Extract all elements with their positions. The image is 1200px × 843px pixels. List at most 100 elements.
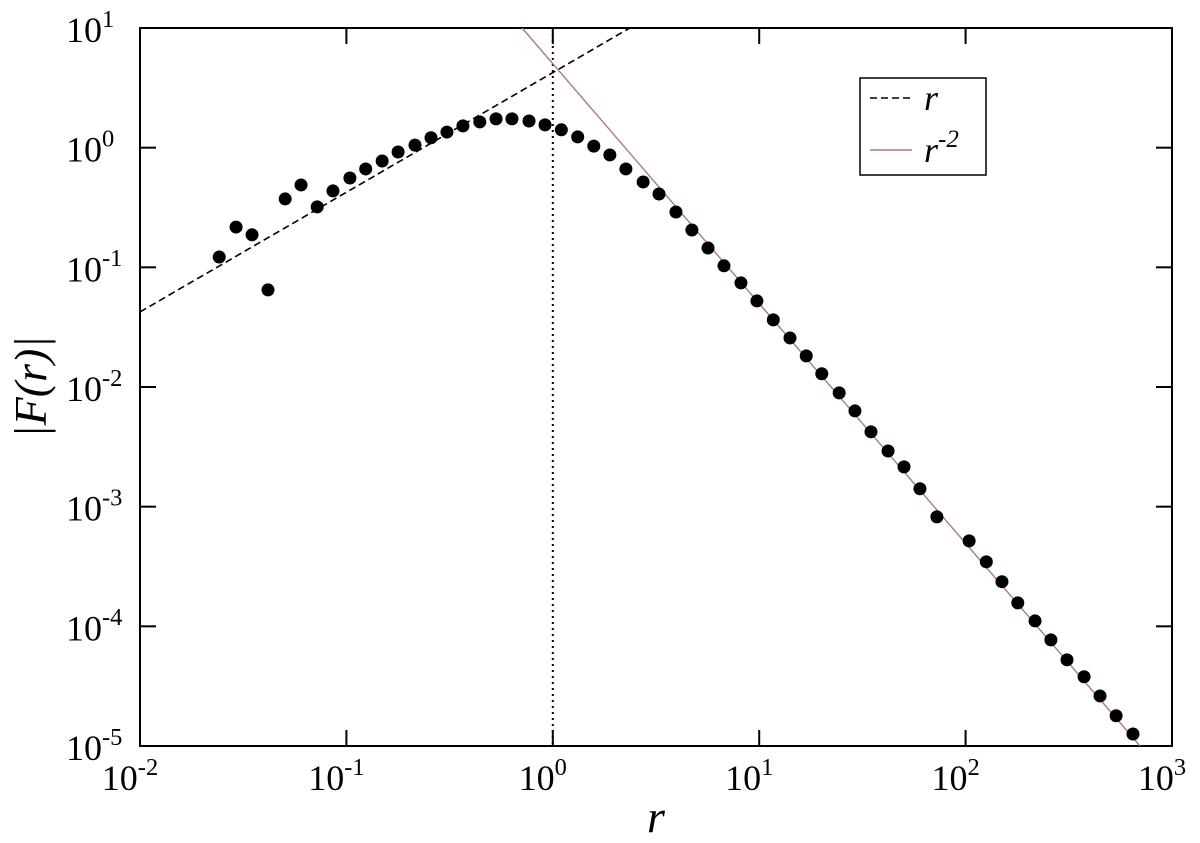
data-point bbox=[897, 460, 911, 474]
legend-label-base: r bbox=[924, 130, 939, 170]
legend-box bbox=[859, 77, 987, 176]
data-point bbox=[734, 276, 748, 290]
data-point bbox=[310, 200, 324, 214]
data-point bbox=[440, 125, 454, 139]
y-tick-label-base: 10 bbox=[66, 608, 102, 648]
data-point bbox=[261, 283, 275, 297]
legend-label: r bbox=[924, 78, 939, 118]
y-tick-label: 100 bbox=[66, 126, 114, 170]
x-tick-label-exponent: -1 bbox=[344, 754, 364, 781]
y-tick-label-exponent: -1 bbox=[102, 245, 122, 272]
data-point bbox=[212, 250, 226, 264]
data-point bbox=[913, 482, 927, 496]
y-tick-label: 10-3 bbox=[66, 485, 122, 529]
y-tick-label-base: 10 bbox=[66, 489, 102, 529]
x-tick-label: 101 bbox=[725, 754, 773, 798]
data-point bbox=[587, 139, 601, 153]
y-axis-title: |F(r)| bbox=[5, 336, 56, 438]
y-tick-label-base: 10 bbox=[66, 249, 102, 289]
reference-line bbox=[140, 28, 631, 313]
x-tick-label: 10-2 bbox=[102, 754, 158, 798]
x-tick-label-exponent: 2 bbox=[967, 754, 979, 781]
data-point bbox=[995, 575, 1009, 589]
x-tick-label-base: 10 bbox=[931, 758, 967, 798]
data-point bbox=[505, 112, 519, 126]
x-tick-label-base: 10 bbox=[1138, 758, 1174, 798]
y-tick-label-exponent: -5 bbox=[102, 724, 122, 751]
y-tick-label-base: 10 bbox=[66, 369, 102, 409]
data-point bbox=[571, 130, 585, 144]
data-point bbox=[538, 118, 552, 132]
x-tick-label-exponent: 0 bbox=[555, 754, 567, 781]
legend: rr-2 bbox=[859, 77, 987, 176]
data-point bbox=[864, 425, 878, 439]
data-point bbox=[1077, 670, 1091, 684]
y-tick-label-exponent: 1 bbox=[102, 6, 114, 33]
data-point bbox=[1028, 614, 1042, 628]
data-point bbox=[456, 119, 470, 133]
data-point bbox=[391, 145, 405, 159]
data-point bbox=[1011, 596, 1025, 610]
x-tick-label-exponent: -2 bbox=[138, 754, 158, 781]
y-tick-label-exponent: -3 bbox=[102, 485, 122, 512]
data-point bbox=[669, 205, 683, 219]
legend-label: r-2 bbox=[924, 126, 959, 170]
x-tick-label: 100 bbox=[519, 754, 567, 798]
data-point bbox=[1060, 653, 1074, 667]
data-point bbox=[881, 444, 895, 458]
plot-area bbox=[140, 28, 1141, 746]
data-point bbox=[832, 386, 846, 400]
y-tick-label-base: 10 bbox=[66, 728, 102, 768]
x-tick-label: 102 bbox=[931, 754, 979, 798]
data-point bbox=[375, 154, 389, 168]
y-tick-label: 10-1 bbox=[66, 245, 122, 289]
legend-label-exponent: -2 bbox=[938, 126, 959, 153]
data-point bbox=[1093, 689, 1107, 703]
plot-frame bbox=[139, 27, 1173, 747]
data-point bbox=[717, 259, 731, 273]
data-point bbox=[636, 175, 650, 189]
data-point bbox=[522, 114, 536, 128]
legend-label-base: r bbox=[924, 78, 939, 118]
x-tick-label: 103 bbox=[1138, 754, 1186, 798]
data-point bbox=[424, 131, 438, 145]
y-tick-label-base: 10 bbox=[66, 130, 102, 170]
data-point bbox=[815, 367, 829, 381]
x-tick-label-exponent: 1 bbox=[761, 754, 773, 781]
data-point bbox=[750, 294, 764, 308]
y-tick-label: 101 bbox=[66, 6, 114, 50]
data-point bbox=[619, 162, 633, 176]
data-point bbox=[979, 555, 993, 569]
data-point bbox=[701, 241, 715, 255]
data-point bbox=[343, 171, 357, 185]
data-point bbox=[489, 112, 503, 126]
data-point bbox=[1126, 727, 1140, 741]
data-point bbox=[783, 331, 797, 345]
y-tick-label-exponent: -2 bbox=[102, 365, 122, 392]
data-point bbox=[962, 534, 976, 548]
data-point bbox=[930, 510, 944, 524]
data-point bbox=[652, 187, 666, 201]
data-point bbox=[408, 138, 422, 152]
x-tick-label-base: 10 bbox=[519, 758, 555, 798]
data-point bbox=[278, 192, 292, 206]
x-tick-label: 10-1 bbox=[308, 754, 364, 798]
x-tick-label-base: 10 bbox=[725, 758, 761, 798]
data-point bbox=[229, 220, 243, 234]
data-point bbox=[554, 123, 568, 137]
data-point bbox=[1044, 633, 1058, 647]
x-axis-title: r bbox=[647, 791, 666, 842]
x-tick-label-base: 10 bbox=[308, 758, 344, 798]
data-point bbox=[294, 178, 308, 192]
data-point bbox=[603, 148, 617, 162]
x-tick-label-base: 10 bbox=[102, 758, 138, 798]
data-point bbox=[848, 404, 862, 418]
x-tick-label-exponent: 3 bbox=[1174, 754, 1186, 781]
y-tick-label: 10-2 bbox=[66, 365, 122, 409]
data-point bbox=[685, 223, 699, 237]
y-tick-label-exponent: 0 bbox=[102, 126, 114, 153]
y-tick-label: 10-4 bbox=[66, 604, 122, 648]
y-tick-label-exponent: -4 bbox=[102, 604, 122, 631]
data-point bbox=[326, 184, 340, 198]
